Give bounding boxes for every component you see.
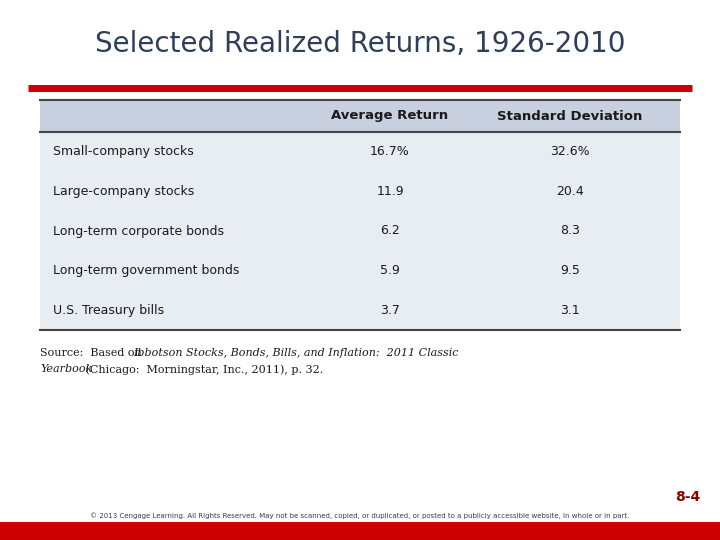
Text: 16.7%: 16.7% — [370, 145, 410, 158]
Text: © 2013 Cengage Learning. All Rights Reserved. May not be scanned, copied, or dup: © 2013 Cengage Learning. All Rights Rese… — [90, 512, 630, 519]
Text: 6.2: 6.2 — [380, 225, 400, 238]
Text: Long-term government bonds: Long-term government bonds — [53, 264, 239, 277]
Text: Selected Realized Returns, 1926-2010: Selected Realized Returns, 1926-2010 — [95, 30, 625, 58]
Text: 11.9: 11.9 — [376, 185, 404, 198]
FancyBboxPatch shape — [40, 100, 680, 132]
Text: Source:  Based on: Source: Based on — [40, 348, 145, 358]
FancyBboxPatch shape — [40, 100, 680, 330]
Text: 3.7: 3.7 — [380, 303, 400, 316]
Text: Large-company stocks: Large-company stocks — [53, 185, 194, 198]
Text: Average Return: Average Return — [331, 110, 449, 123]
Text: 5.9: 5.9 — [380, 264, 400, 277]
Text: U.S. Treasury bills: U.S. Treasury bills — [53, 303, 164, 316]
FancyBboxPatch shape — [0, 522, 720, 540]
Text: 9.5: 9.5 — [560, 264, 580, 277]
Text: Small-company stocks: Small-company stocks — [53, 145, 194, 158]
Text: 3.1: 3.1 — [560, 303, 580, 316]
Text: 20.4: 20.4 — [556, 185, 584, 198]
Text: 32.6%: 32.6% — [550, 145, 590, 158]
Text: Standard Deviation: Standard Deviation — [498, 110, 643, 123]
Text: Ibbotson Stocks, Bonds, Bills, and Inflation:  2011 Classic: Ibbotson Stocks, Bonds, Bills, and Infla… — [134, 348, 459, 358]
Text: 8-4: 8-4 — [675, 490, 700, 504]
Text: Long-term corporate bonds: Long-term corporate bonds — [53, 225, 224, 238]
Text: (Chicago:  Morningstar, Inc., 2011), p. 32.: (Chicago: Morningstar, Inc., 2011), p. 3… — [81, 364, 323, 375]
Text: Yearbook: Yearbook — [40, 364, 92, 374]
Text: 8.3: 8.3 — [560, 225, 580, 238]
